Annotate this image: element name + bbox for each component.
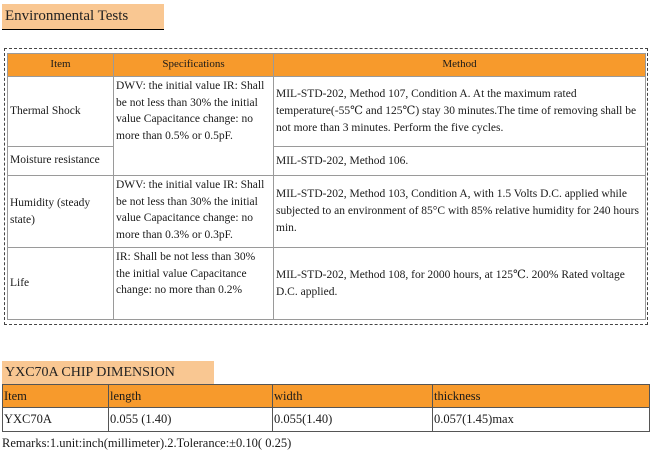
row-item: Life (7, 247, 114, 320)
header-thickness: thickness (432, 384, 650, 408)
chip-dimension-table: Item length width thickness YXC70A 0.055… (2, 384, 650, 432)
row-method: MIL-STD-202, Method 108, for 2000 hours,… (273, 247, 646, 320)
table-row: Thermal Shock DWV: the initial value IR:… (7, 76, 646, 176)
table-header-row: Item length width thickness (2, 384, 650, 408)
header-width: width (272, 384, 433, 408)
header-item: Item (2, 384, 109, 408)
row-spec: DWV: the initial value IR: Shall be not … (113, 76, 274, 176)
environmental-tests-title-text: Environmental Tests (5, 8, 129, 24)
table-row: Life IR: Shall be not less than 30% the … (7, 247, 646, 320)
row-method: MIL-STD-202, Method 103, Condition A, wi… (273, 175, 646, 248)
row-item: Moisture resistance (7, 146, 114, 176)
row-spec: IR: Shall be not less than 30% the initi… (113, 247, 274, 320)
row-item: Humidity (steady state) (7, 175, 114, 248)
cell-width: 0.055(1.40) (272, 407, 433, 432)
cell-item: YXC70A (2, 407, 109, 432)
chip-dimension-title-text: YXC70A CHIP DIMENSION (5, 364, 175, 380)
chip-dimension-title: YXC70A CHIP DIMENSION (2, 361, 214, 384)
table-row: Moisture resistance MIL-STD-202, Method … (7, 146, 646, 176)
row-item: Thermal Shock (7, 76, 114, 147)
row-method: MIL-STD-202, Method 106. (273, 146, 646, 176)
row-method: MIL-STD-202, Method 107, Condition A. At… (273, 76, 646, 147)
environmental-tests-frame: Item Specifications Method Thermal Shock… (4, 48, 648, 325)
header-method: Method (273, 53, 646, 77)
cell-length: 0.055 (1.40) (108, 407, 273, 432)
header-item: Item (7, 53, 114, 77)
table-row: Humidity (steady state) DWV: the initial… (7, 175, 646, 248)
header-length: length (108, 384, 273, 408)
environmental-tests-title: Environmental Tests (2, 4, 164, 29)
row-spec: DWV: the initial value IR: Shall be not … (113, 175, 274, 248)
environmental-tests-table: Item Specifications Method Thermal Shock… (7, 53, 646, 320)
title-underline (2, 29, 164, 30)
cell-thickness: 0.057(1.45)max (432, 407, 650, 432)
table-header-row: Item Specifications Method (7, 53, 646, 77)
remarks-text: Remarks:1.unit:inch(millimeter).2.Tolera… (2, 436, 292, 450)
header-specifications: Specifications (113, 53, 274, 77)
table-row: YXC70A 0.055 (1.40) 0.055(1.40) 0.057(1.… (2, 407, 650, 432)
